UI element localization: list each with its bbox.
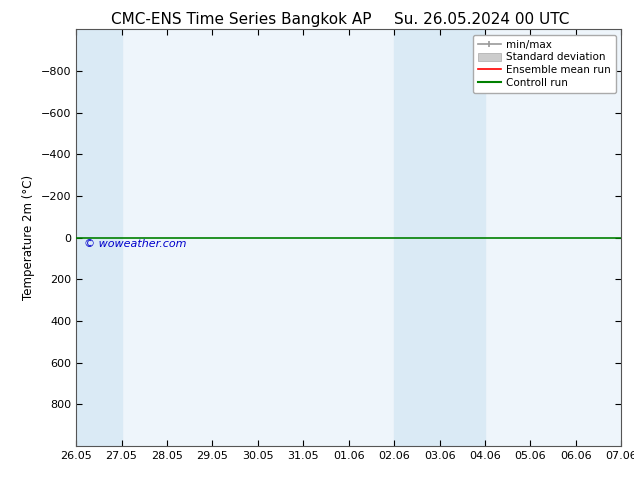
- Y-axis label: Temperature 2m (°C): Temperature 2m (°C): [22, 175, 35, 300]
- Text: CMC-ENS Time Series Bangkok AP: CMC-ENS Time Series Bangkok AP: [111, 12, 371, 27]
- Text: © woweather.com: © woweather.com: [84, 239, 187, 249]
- Legend: min/max, Standard deviation, Ensemble mean run, Controll run: min/max, Standard deviation, Ensemble me…: [473, 35, 616, 93]
- Bar: [76, 29, 122, 446]
- Bar: [394, 29, 485, 446]
- Text: Su. 26.05.2024 00 UTC: Su. 26.05.2024 00 UTC: [394, 12, 569, 27]
